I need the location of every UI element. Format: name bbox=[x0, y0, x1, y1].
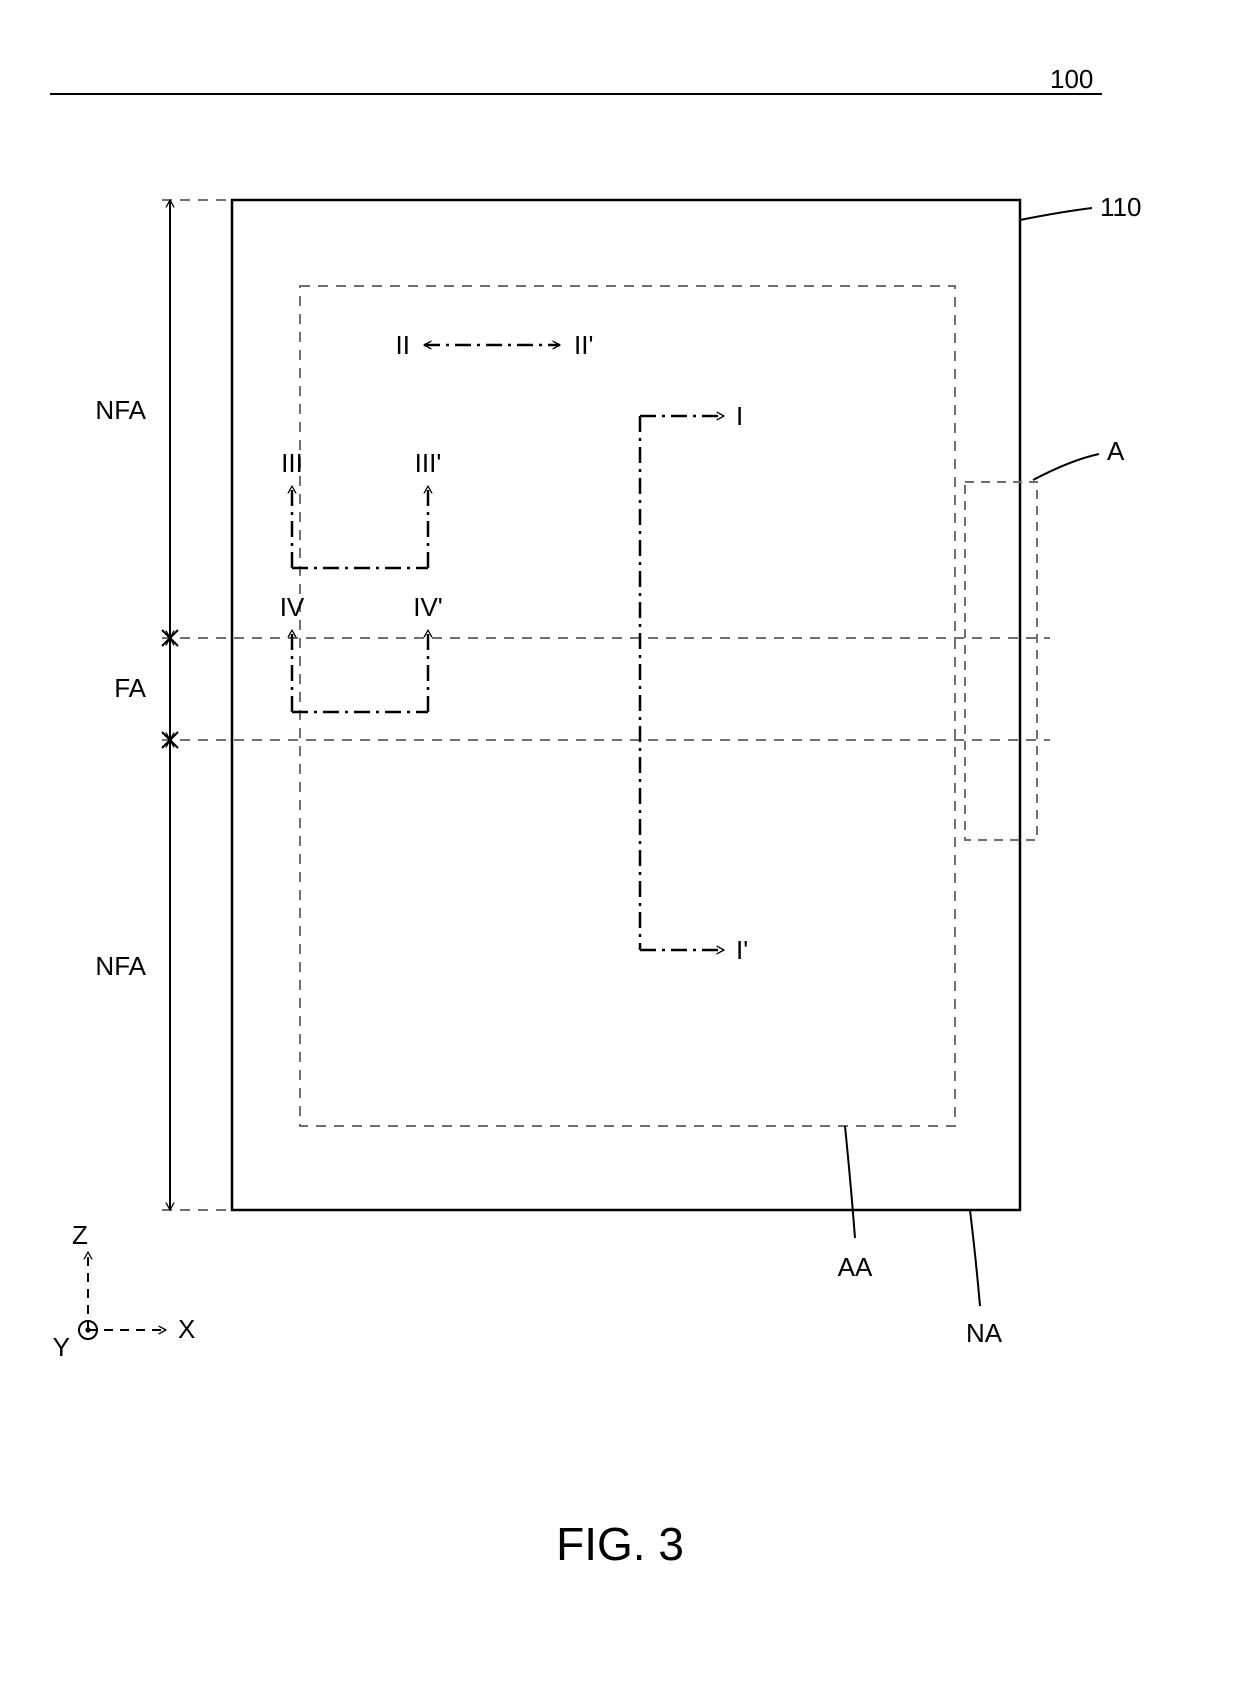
leader-a bbox=[1033, 454, 1099, 480]
ref-a: A bbox=[1107, 436, 1125, 466]
label-nfa-top: NFA bbox=[95, 395, 146, 425]
ref-100: 100 bbox=[1050, 64, 1093, 94]
ref-aa: AA bbox=[838, 1252, 873, 1282]
leader-na bbox=[970, 1210, 980, 1306]
axis-x-label: X bbox=[178, 1314, 195, 1344]
section-iii-label-r: III' bbox=[415, 448, 442, 478]
label-fa: FA bbox=[114, 673, 146, 703]
patent-figure: 100110ANFAFANFAIIII'IIIIII'IVIV'II'AANAX… bbox=[0, 0, 1240, 1704]
leader-110 bbox=[1020, 208, 1092, 220]
detail-box-a bbox=[965, 482, 1037, 840]
figure-caption: FIG. 3 bbox=[556, 1518, 684, 1570]
ref-110: 110 bbox=[1100, 192, 1141, 222]
section-iv-label-l: IV bbox=[280, 592, 305, 622]
ref-na: NA bbox=[966, 1318, 1003, 1348]
label-ii-prime: II' bbox=[574, 330, 593, 360]
axis-y-dot bbox=[85, 1327, 90, 1332]
axis-y-label: Y bbox=[53, 1332, 70, 1362]
section-iv-label-r: IV' bbox=[413, 592, 443, 622]
leader-aa bbox=[845, 1126, 855, 1238]
label-i: I bbox=[736, 401, 743, 431]
active-area-boundary bbox=[300, 286, 955, 1126]
label-ii: II bbox=[396, 330, 410, 360]
label-i-prime: I' bbox=[736, 935, 748, 965]
outer-frame bbox=[232, 200, 1020, 1210]
axis-z-label: Z bbox=[72, 1220, 88, 1250]
section-iii-label-l: III bbox=[281, 448, 303, 478]
label-nfa-bottom: NFA bbox=[95, 951, 146, 981]
